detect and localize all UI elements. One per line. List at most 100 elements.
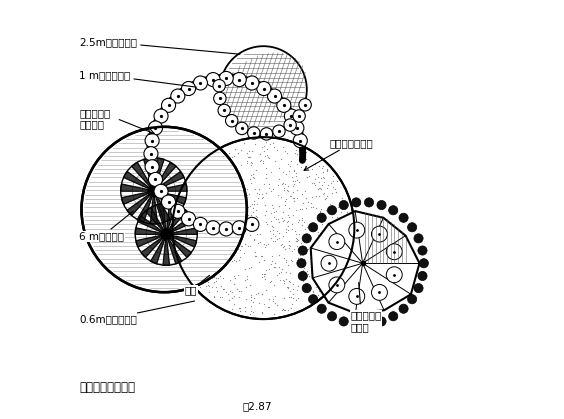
Point [270,209,279,216]
Circle shape [245,217,259,231]
Point [268,140,277,146]
Point [283,306,292,313]
Point [314,192,323,199]
Circle shape [328,206,337,215]
Point [217,294,226,300]
Point [209,243,218,250]
Point [281,276,290,283]
Point [208,283,217,290]
Point [300,269,309,276]
Point [287,220,296,227]
Point [274,251,283,258]
Circle shape [219,71,233,85]
Point [175,219,184,226]
Point [309,263,318,270]
Point [236,193,245,200]
Point [184,189,193,195]
Point [289,246,298,252]
Point [259,300,268,307]
Point [280,307,289,314]
Point [257,157,266,163]
Point [293,282,302,289]
Point [199,173,208,180]
Circle shape [273,125,285,137]
Point [317,221,326,228]
Point [196,266,205,273]
Point [199,213,208,220]
Point [307,262,316,269]
Point [247,158,256,165]
Point [221,167,230,174]
Point [295,230,304,237]
Point [317,212,326,218]
Circle shape [299,98,311,111]
Circle shape [284,119,296,131]
Point [322,168,331,174]
Point [283,284,292,291]
Point [285,193,294,199]
Polygon shape [137,191,154,222]
Point [297,268,306,274]
Point [273,146,282,153]
Point [284,204,293,211]
Point [329,178,338,185]
Point [216,261,225,267]
Point [277,306,287,313]
Point [214,181,223,187]
Point [239,249,248,256]
Point [212,183,221,189]
Point [324,280,333,287]
Circle shape [218,104,230,116]
Point [332,189,341,196]
Point [257,194,266,201]
Point [204,211,213,218]
Circle shape [321,255,337,271]
Point [299,266,308,273]
Point [244,264,253,271]
Point [246,180,255,186]
Point [301,205,310,212]
Point [229,300,238,307]
Polygon shape [154,191,186,204]
Point [262,171,271,178]
Point [210,294,219,301]
Point [289,168,298,175]
Point [309,204,318,211]
Circle shape [236,122,248,134]
Point [275,277,284,283]
Point [274,230,283,236]
Point [264,303,273,310]
Circle shape [248,127,260,139]
Point [249,299,258,306]
Point [256,253,265,259]
Point [268,298,277,305]
Point [314,163,323,170]
Point [316,186,325,193]
Point [230,280,239,287]
Point [279,305,288,312]
Point [243,275,252,282]
Point [297,152,306,159]
Point [281,246,290,253]
Point [301,165,310,172]
Point [300,274,309,281]
Point [319,283,328,290]
Point [246,176,255,183]
Point [187,246,196,253]
Text: 地被: 地被 [185,275,210,295]
Point [217,217,226,224]
Point [195,199,204,206]
Point [308,179,317,186]
Point [319,174,328,181]
Point [275,203,284,210]
Point [247,219,256,226]
Point [231,274,240,281]
Point [286,163,295,170]
Point [232,211,241,218]
Point [310,180,319,186]
Point [319,163,328,170]
Point [198,179,207,186]
Point [227,294,236,301]
Point [299,264,309,271]
Point [229,252,238,259]
